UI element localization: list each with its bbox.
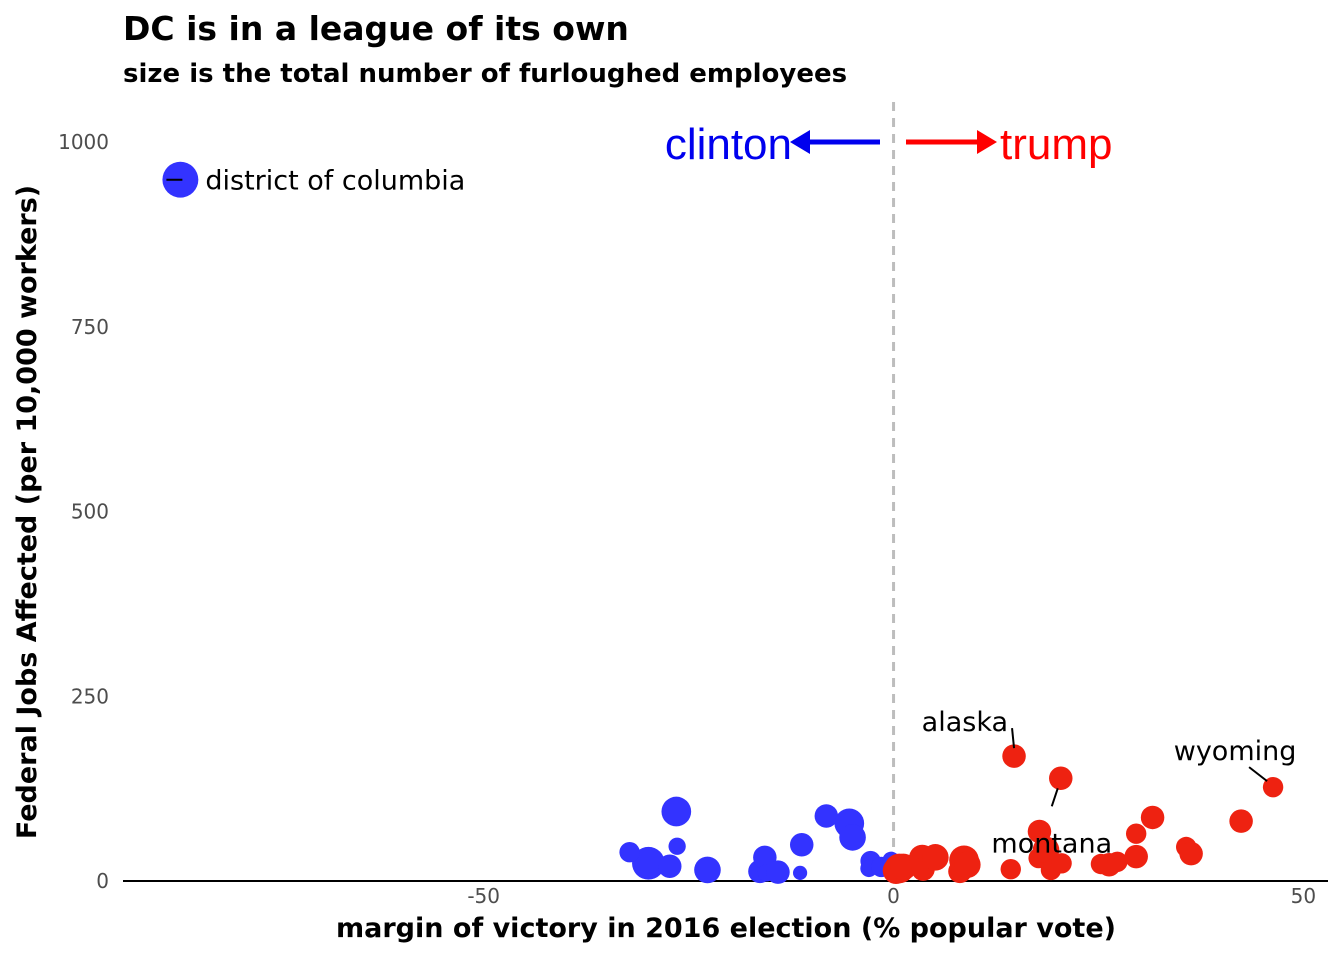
state-label: montana <box>991 828 1112 859</box>
clinton-state-point <box>766 860 790 884</box>
trump-state-point <box>1051 853 1072 874</box>
trump-state-point <box>1107 851 1128 872</box>
state-label: district of columbia <box>205 166 465 197</box>
clinton-state-point <box>694 856 721 884</box>
point-labels: district of columbia alaska montana wyoming <box>166 166 1297 859</box>
clinton-arrow-head <box>790 130 810 154</box>
x-tick-label: 0 <box>887 884 900 908</box>
trump-state-point <box>1124 844 1148 869</box>
clinton-state-point <box>789 833 814 857</box>
label-leader-line <box>1011 728 1016 749</box>
trump-state-point <box>1229 809 1253 833</box>
y-tick-label: 750 <box>71 315 109 339</box>
clinton-state-point <box>661 796 692 827</box>
x-tick-label: 50 <box>1291 884 1316 908</box>
trump-state-point <box>1032 836 1060 864</box>
clinton-state-point <box>619 841 640 863</box>
y-tick-label: 250 <box>71 684 109 708</box>
label-leader-line <box>1050 787 1059 807</box>
trump-state-point <box>1125 823 1147 844</box>
trump-state-point <box>954 851 981 879</box>
state-label: alaska <box>922 707 1008 738</box>
clinton-state-point <box>839 824 866 851</box>
trump-label: trump <box>1000 120 1112 169</box>
y-axis-title: Federal Jobs Affected (per 10,000 worker… <box>12 185 43 839</box>
chart-subtitle: size is the total number of furloughed e… <box>123 59 847 89</box>
clinton-annotation: clinton <box>665 120 880 169</box>
trump-arrow-head <box>977 130 997 154</box>
state-label: wyoming <box>1174 736 1297 767</box>
label-leader-line <box>1248 766 1268 782</box>
trump-state-point <box>1140 805 1165 830</box>
trump-state-point <box>922 844 949 871</box>
y-tick-label: 1000 <box>58 130 109 154</box>
clinton-state-point <box>632 846 665 880</box>
trump-annotation: trump <box>906 120 1112 169</box>
x-axis-title: margin of victory in 2016 election (% po… <box>336 913 1116 944</box>
x-tick-label: -50 <box>467 884 500 908</box>
clinton-state-point <box>792 865 808 880</box>
clinton-state-point <box>668 837 686 855</box>
y-tick-label: 0 <box>96 869 109 893</box>
x-axis-ticks: -50 0 50 <box>467 884 1316 908</box>
trump-state-point <box>1049 766 1073 791</box>
trump-state-point <box>1000 858 1021 880</box>
clinton-state-point <box>814 804 839 828</box>
clinton-state-point <box>658 854 682 878</box>
y-tick-label: 500 <box>71 500 109 524</box>
trump-state-point <box>1262 776 1284 798</box>
trump-state-point <box>1179 841 1203 866</box>
y-axis-ticks: 0 250 500 750 1000 <box>58 130 109 893</box>
data-points <box>162 161 1284 884</box>
clinton-label: clinton <box>665 120 792 169</box>
trump-state-point <box>1002 744 1026 768</box>
chart-title: DC is in a league of its own <box>123 9 629 48</box>
